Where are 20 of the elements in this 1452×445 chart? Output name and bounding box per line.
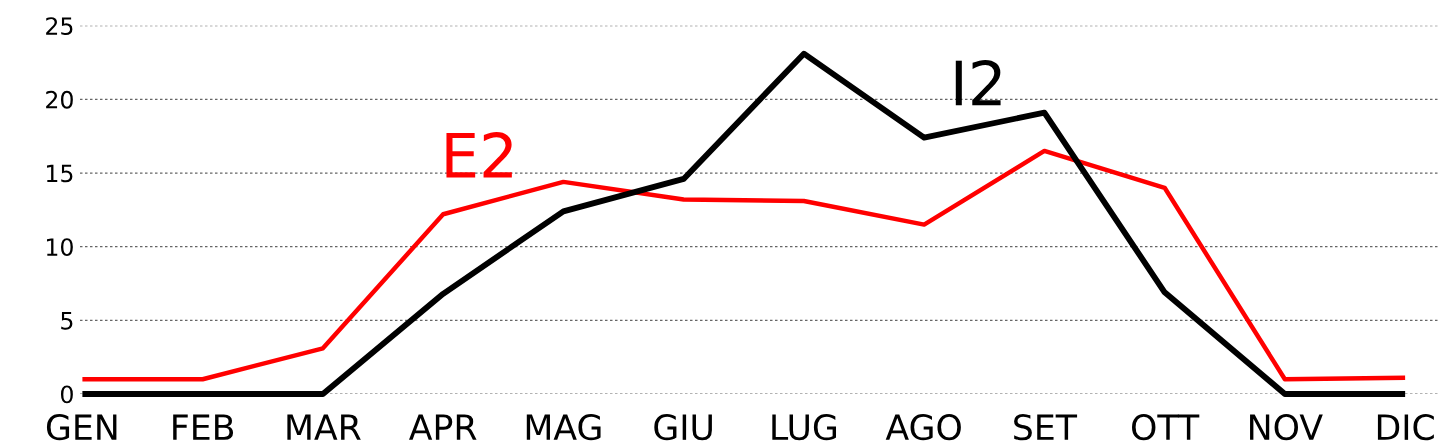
y-tick-label: 5 bbox=[61, 312, 73, 330]
x-tick-label: LUG bbox=[772, 414, 837, 441]
series-label: I2 bbox=[955, 59, 1001, 106]
y-tick-label: 10 bbox=[46, 238, 73, 256]
x-tick-label: OTT bbox=[1132, 414, 1200, 441]
y-tick-label: 0 bbox=[60, 385, 73, 404]
y-tick-label: 25 bbox=[46, 17, 73, 36]
x-tick-label: SET bbox=[1014, 414, 1078, 441]
y-tick-label: 15 bbox=[46, 164, 73, 183]
x-tick-label: AGO bbox=[885, 414, 961, 441]
x-tick-label: MAG bbox=[526, 414, 601, 441]
y-tick-label: 20 bbox=[46, 90, 73, 109]
x-tick-label: NOV bbox=[1250, 414, 1323, 441]
series-label: E2 bbox=[446, 132, 512, 178]
x-tick-label: GEN bbox=[46, 414, 117, 441]
x-tick-label: MAR bbox=[287, 414, 361, 440]
x-tick-label: APR bbox=[409, 414, 477, 440]
x-tick-label: GIU bbox=[654, 414, 712, 441]
x-tick-label: DIC bbox=[1377, 414, 1434, 441]
x-tick-label: FEB bbox=[173, 414, 234, 440]
